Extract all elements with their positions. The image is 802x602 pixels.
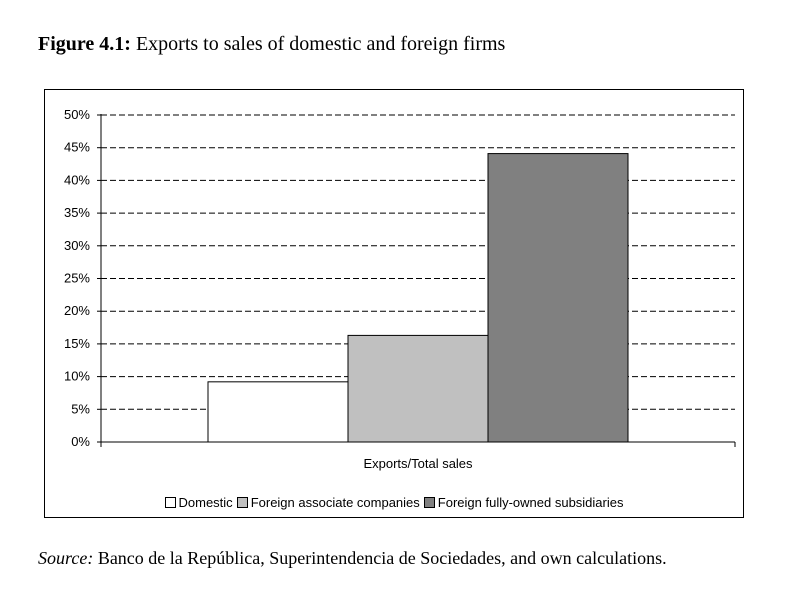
figure-caption: Exports to sales of domestic and foreign… <box>135 33 506 55</box>
bar-domestic <box>207 381 349 443</box>
y-tick-label: 15% <box>64 336 90 351</box>
chart-frame: 0% 5% 10% 15% 20% 25% 30% 35% 40% 45% 50% Exports/T… <box>44 89 744 518</box>
x-category-label: Exports/Total sales <box>363 456 473 471</box>
legend-item: Foreign associate companies <box>236 495 420 510</box>
y-tick-label: 20% <box>64 303 90 318</box>
y-tick-label: 45% <box>64 140 90 155</box>
bar-foreign-associate-companies <box>347 334 489 443</box>
bar-chart: 0% 5% 10% 15% 20% 25% 30% 35% 40% 45% 50% Exports/T… <box>64 107 736 471</box>
legend-swatch <box>236 497 248 508</box>
figure-number: Figure 4.1: <box>38 33 131 55</box>
source-note: Source: Banco de la República, Superinte… <box>38 548 667 569</box>
y-tick-label: 35% <box>64 205 90 220</box>
y-tick-label: 40% <box>64 172 90 187</box>
y-tick-label: 0% <box>71 434 90 449</box>
legend-swatch <box>164 497 176 508</box>
source-text: Banco de la República, Superintendencia … <box>97 548 667 568</box>
figure-title: Figure 4.1: Exports to sales of domestic… <box>38 33 505 56</box>
legend-label: Foreign fully-owned subsidiaries <box>437 495 624 510</box>
chart-legend: Domestic Foreign associate companies Forei… <box>45 495 743 510</box>
bar-foreign-fully-owned-subsidiaries <box>487 153 629 443</box>
y-tick-label: 25% <box>64 271 90 286</box>
source-label: Source: <box>38 548 94 568</box>
y-tick-label: 10% <box>64 369 90 384</box>
y-tick-label: 50% <box>64 107 90 122</box>
legend-label: Foreign associate companies <box>250 495 420 510</box>
legend-label: Domestic <box>178 495 233 510</box>
y-tick-label: 5% <box>71 401 90 416</box>
legend-swatch <box>423 497 435 508</box>
legend-item: Foreign fully-owned subsidiaries <box>423 495 624 510</box>
y-tick-label: 30% <box>64 238 90 253</box>
legend-item: Domestic <box>164 495 233 510</box>
